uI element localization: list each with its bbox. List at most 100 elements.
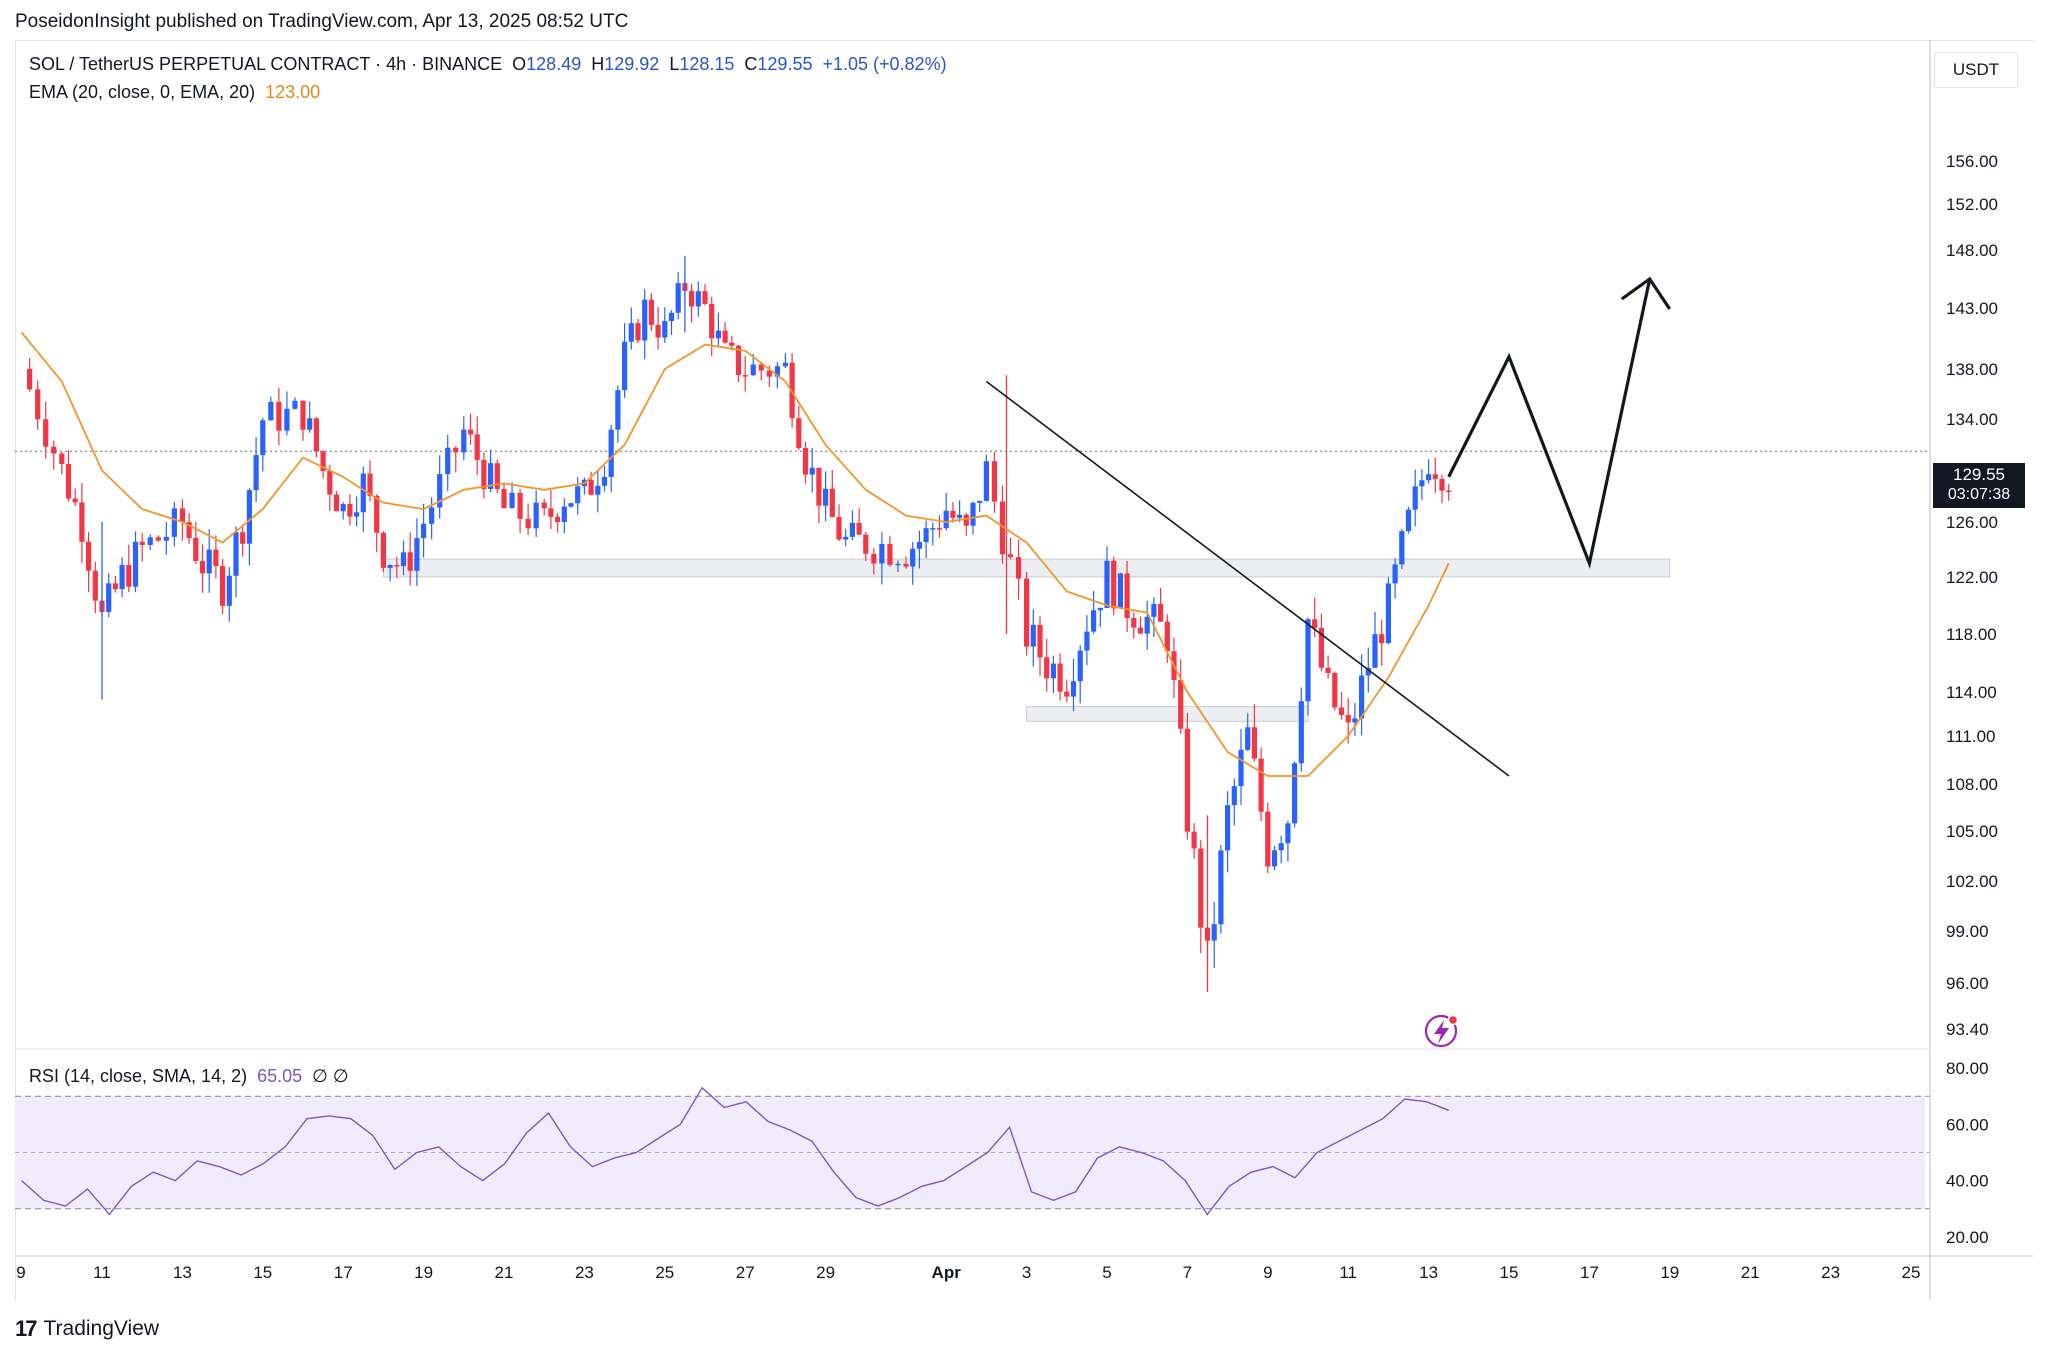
date-tick-label: 17 — [1580, 1263, 1599, 1282]
rsi-tick-label: 60.00 — [1946, 1115, 1989, 1134]
candle-down — [220, 566, 226, 606]
projection-path[interactable] — [1447, 278, 1652, 569]
footer-branding[interactable]: 17 TradingView — [15, 1316, 159, 1342]
candle-down — [72, 498, 78, 503]
candle-up — [1104, 560, 1110, 608]
change-value: +1.05 (+0.82%) — [822, 54, 947, 74]
chart-frame — [15, 40, 2034, 1301]
candle-up — [957, 514, 963, 518]
candle-up — [387, 564, 393, 568]
candle-down — [86, 541, 92, 571]
price-tick-label: 156.00 — [1946, 152, 1998, 171]
candle-down — [802, 448, 809, 475]
candle-down — [1064, 691, 1070, 697]
candle-up — [1097, 607, 1103, 611]
candle-up — [1292, 763, 1298, 824]
candle-down — [689, 290, 695, 307]
candle-up — [1091, 610, 1097, 632]
rsi-line — [21, 1086, 1449, 1216]
date-tick-label: 13 — [173, 1263, 192, 1282]
candles-layer — [27, 255, 1452, 992]
projection-arrowhead — [1620, 276, 1672, 310]
candle-down — [722, 330, 728, 343]
notification-dot — [1447, 1014, 1459, 1026]
candle-down — [79, 502, 85, 542]
low-value: 128.15 — [679, 54, 735, 74]
demand-zone[interactable] — [1026, 706, 1309, 722]
date-tick-label: 23 — [1821, 1263, 1840, 1282]
price-tick-label: 114.00 — [1946, 683, 1997, 702]
candle-up — [715, 330, 721, 339]
price-tick-label: 102.00 — [1946, 872, 1998, 891]
candle-down — [276, 401, 282, 431]
candle-down — [1191, 831, 1197, 849]
candle-down — [735, 345, 742, 376]
trendline[interactable] — [985, 380, 1510, 777]
candle-down — [758, 364, 764, 371]
price-tick-label: 118.00 — [1946, 625, 1997, 644]
date-tick-label: 19 — [414, 1263, 433, 1282]
candle-up — [226, 575, 232, 606]
candle-up — [233, 532, 239, 576]
candle-down — [126, 564, 132, 587]
candle-down — [199, 561, 206, 574]
candle-down — [1251, 727, 1257, 759]
price-tick-label: 148.00 — [1946, 241, 1998, 260]
close-value: 129.55 — [757, 54, 813, 74]
rsi-extra: ∅ ∅ — [312, 1066, 349, 1086]
ema-label: EMA (20, close, 0, EMA, 20) — [29, 82, 256, 102]
candle-up — [1405, 509, 1412, 532]
rsi-tick-label: 20.00 — [1946, 1228, 1989, 1247]
currency-button[interactable]: USDT — [1934, 52, 2018, 88]
candle-down — [635, 323, 641, 341]
candle-down — [555, 516, 561, 522]
date-tick-label: 21 — [1741, 1263, 1760, 1282]
rsi-legend[interactable]: RSI (14, close, SMA, 14, 2) 65.05 ∅ ∅ — [29, 1066, 349, 1087]
candle-up — [561, 506, 567, 522]
candle-down — [374, 495, 380, 533]
candle-down — [313, 418, 319, 452]
candle-up — [615, 390, 621, 430]
price-tick-label: 143.00 — [1946, 299, 1998, 318]
ema-legend[interactable]: EMA (20, close, 0, EMA, 20) 123.00 — [29, 82, 320, 103]
candle-down — [648, 299, 654, 325]
candle-up — [1285, 823, 1291, 844]
price-tick-label: 122.00 — [1946, 568, 1998, 587]
candle-down — [186, 522, 192, 538]
candle-down — [59, 453, 65, 465]
candle-up — [1218, 850, 1224, 925]
date-tick-label: 11 — [93, 1263, 111, 1282]
candle-up — [943, 510, 949, 529]
candle-down — [1446, 490, 1452, 493]
symbol-label[interactable]: SOL / TetherUS PERPETUAL CONTRACT · 4h ·… — [29, 54, 503, 74]
price-legend: SOL / TetherUS PERPETUAL CONTRACT · 4h ·… — [29, 54, 947, 75]
price-tick-label: 152.00 — [1946, 195, 1998, 214]
rsi-tick-label: 80.00 — [1946, 1059, 1989, 1078]
date-tick-label: 13 — [1419, 1263, 1438, 1282]
candle-up — [147, 537, 153, 545]
candle-down — [1015, 557, 1022, 579]
candle-up — [1419, 480, 1425, 487]
candle-down — [950, 510, 956, 518]
date-tick-label: 3 — [1022, 1263, 1031, 1282]
candle-down — [1024, 578, 1030, 647]
candle-down — [863, 534, 869, 554]
candle-down — [517, 492, 523, 519]
candle-up — [206, 549, 212, 574]
candle-down — [1044, 657, 1050, 679]
candle-up — [879, 543, 885, 564]
candle-down — [999, 501, 1006, 555]
candle-up — [340, 504, 346, 512]
candle-down — [300, 400, 306, 430]
candle-down — [139, 541, 145, 545]
candle-up — [421, 523, 427, 539]
candle-up — [750, 364, 756, 376]
candle-down — [729, 342, 735, 346]
candle-up — [1084, 631, 1090, 651]
candle-down — [1265, 811, 1271, 867]
high-value: 129.92 — [604, 54, 660, 74]
candle-up — [628, 323, 634, 342]
candle-down — [474, 434, 480, 460]
candle-down — [709, 303, 715, 339]
